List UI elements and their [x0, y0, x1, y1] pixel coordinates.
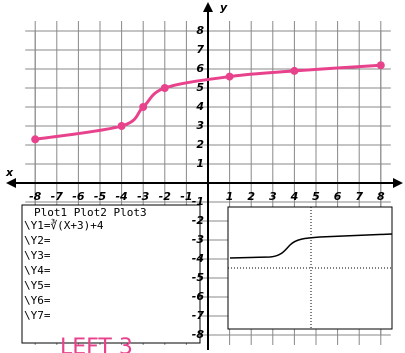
y-axis-label: y: [220, 1, 228, 14]
x-tick-label: 4: [290, 190, 299, 203]
y-tick-label: 5: [196, 81, 204, 94]
x-axis-label: x: [5, 166, 14, 179]
y-tick-label: -5: [192, 271, 205, 284]
calculator-graph: [228, 207, 392, 329]
y-tick-label: -6: [192, 290, 205, 303]
point: [31, 135, 39, 143]
x-tick-label: 1: [226, 190, 234, 203]
x-tick-label: 8: [377, 190, 385, 203]
calculator-header: Plot1 Plot2 Plot3: [34, 206, 147, 219]
x-tick-label: -4: [115, 190, 127, 203]
y-tick-label: -7: [192, 309, 205, 322]
calculator-line: \Y2=: [24, 234, 51, 247]
y-tick-label: 2: [196, 138, 204, 151]
y-tick-label: -3: [192, 233, 205, 246]
calculator-line: \Y3=: [24, 249, 51, 262]
x-tick-label: 6: [334, 190, 342, 203]
y-tick-label: -2: [192, 214, 205, 227]
x-tick-label: -2: [159, 190, 172, 203]
point: [139, 103, 147, 111]
x-tick-label: 7: [355, 190, 363, 203]
calculator-line: \Y6=: [24, 294, 51, 307]
point: [290, 67, 298, 75]
y-tick-label: -1: [192, 195, 204, 208]
x-tick-label: -5: [94, 190, 107, 203]
point: [118, 122, 126, 130]
y-tick-label: 7: [196, 43, 204, 56]
x-tick-label: 5: [312, 190, 320, 203]
y-tick-label: 6: [196, 62, 204, 75]
x-tick-label: -3: [137, 190, 150, 203]
y-tick-label: -8: [192, 328, 205, 341]
x-tick-label: -8: [29, 190, 42, 203]
x-tick-label: -1: [180, 190, 192, 203]
x-tick-label: -6: [72, 190, 85, 203]
point: [161, 84, 169, 92]
x-tick-label: -7: [51, 190, 64, 203]
calculator-line: \Y5=: [24, 279, 51, 292]
y-tick-label: 4: [195, 100, 204, 113]
chart: LEFT 3 -8-7-6-5-4-3-2-11234567887654321-…: [0, 0, 405, 353]
y-tick-label: -4: [192, 252, 204, 265]
calculator-line: \Y7=: [24, 309, 51, 322]
x-tick-label: 3: [269, 190, 277, 203]
y-tick-label: 1: [196, 157, 204, 170]
calculator-line: \Y4=: [24, 264, 51, 277]
y-tick-label: 3: [196, 119, 204, 132]
point: [377, 61, 385, 69]
x-tick-label: 2: [247, 190, 255, 203]
calculator-line: \Y1=∛(X+3)+4: [24, 218, 104, 232]
annotation: LEFT 3: [60, 335, 133, 353]
point: [226, 73, 234, 81]
y-tick-label: 8: [196, 24, 204, 37]
